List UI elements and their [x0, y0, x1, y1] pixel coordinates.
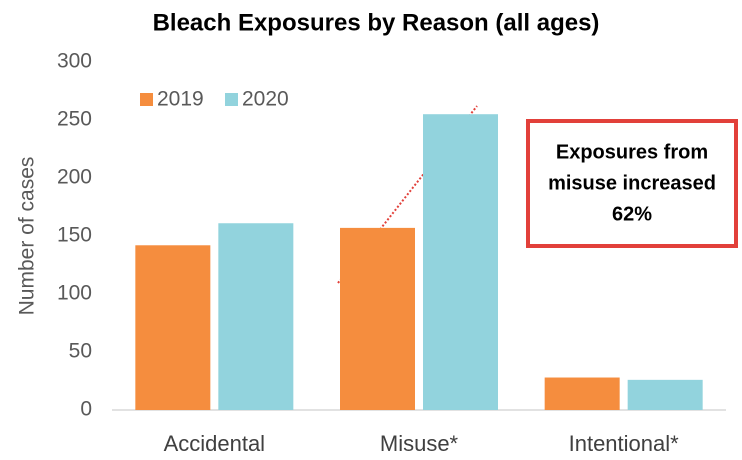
bar — [135, 245, 211, 410]
legend-swatch — [140, 93, 153, 106]
annotation-text: 62% — [612, 203, 652, 225]
y-tick-label: 50 — [69, 340, 92, 363]
annotation-text: misuse increased — [548, 172, 716, 194]
y-tick-label: 200 — [57, 166, 92, 189]
annotation-text: Exposures from — [556, 141, 708, 163]
y-tick-label: 0 — [80, 398, 92, 421]
x-tick-label: Intentional* — [569, 431, 680, 456]
y-tick-label: 100 — [57, 282, 92, 305]
x-tick-label: Misuse* — [380, 431, 459, 456]
legend-swatch — [225, 93, 238, 106]
chart-title: Bleach Exposures by Reason (all ages) — [153, 9, 600, 36]
legend-label: 2020 — [242, 88, 289, 111]
y-tick-label: 250 — [57, 108, 92, 131]
bar — [627, 379, 703, 410]
bar — [218, 223, 294, 410]
legend-label: 2019 — [157, 88, 204, 111]
y-axis-label: Number of cases — [16, 157, 39, 316]
bar — [340, 227, 415, 410]
bar — [544, 377, 620, 410]
x-tick-label: Accidental — [164, 431, 266, 456]
y-tick-label: 300 — [57, 50, 92, 73]
bar — [423, 114, 498, 410]
annotation-box — [526, 119, 738, 248]
y-tick-label: 150 — [57, 224, 92, 247]
